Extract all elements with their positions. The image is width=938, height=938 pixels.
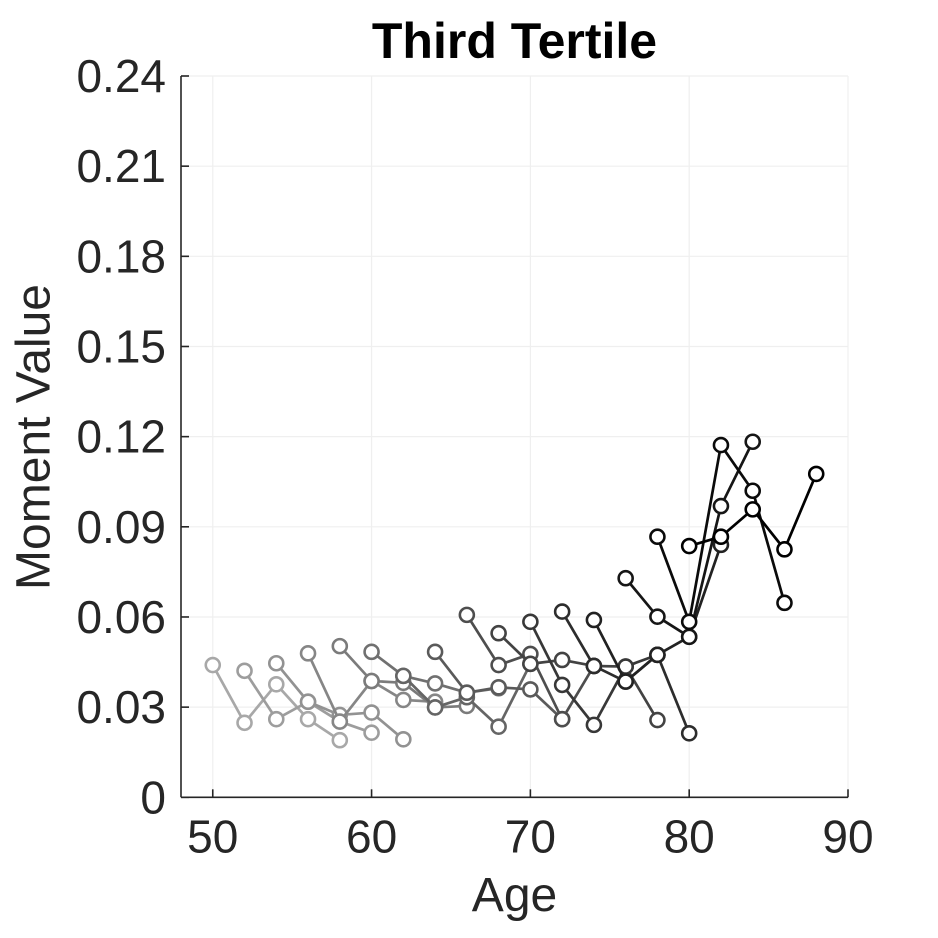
data-point-marker-cohort-78 [712, 436, 730, 454]
data-point-marker-cohort-62 [395, 667, 412, 685]
data-point-marker-cohort-68 [553, 651, 571, 669]
data-point-marker-cohort-64 [490, 679, 507, 696]
x-axis-label: Age [471, 869, 558, 922]
data-point-marker-cohort-60 [363, 643, 380, 661]
y-tick-label: 0.18 [76, 230, 166, 282]
data-point-marker-cohort-76 [744, 433, 762, 451]
data-point-marker-cohort-52 [236, 662, 253, 680]
data-point-marker-cohort-70 [522, 613, 539, 631]
data-point-marker-cohort-68 [649, 711, 666, 729]
data-point-marker-cohort-54 [395, 730, 412, 748]
data-point-marker-cohort-80 [807, 465, 825, 483]
data-point-marker-cohort-50 [267, 675, 285, 693]
data-point-marker-cohort-50 [204, 656, 222, 674]
data-point-marker-cohort-50 [331, 731, 349, 749]
y-axis-label: Moment Value [7, 284, 61, 590]
x-tick-label: 90 [822, 810, 873, 862]
data-point-marker-cohort-64 [426, 643, 444, 661]
data-point-marker-cohort-76 [712, 497, 730, 515]
y-tick-label: 0.12 [76, 411, 166, 463]
data-point-marker-cohort-58 [331, 637, 349, 655]
data-point-marker-cohort-80 [776, 541, 793, 558]
data-point-marker-cohort-80 [712, 528, 730, 546]
data-point-marker-cohort-72 [585, 657, 603, 675]
data-point-marker-cohort-52 [267, 710, 285, 728]
data-point-marker-cohort-70 [553, 676, 571, 694]
data-point-marker-cohort-54 [267, 654, 285, 672]
data-point-marker-cohort-56 [395, 691, 412, 709]
data-point-marker-cohort-66 [490, 656, 507, 674]
data-point-marker-cohort-80 [744, 501, 762, 518]
data-point-marker-cohort-76 [617, 569, 634, 587]
data-point-marker-cohort-76 [680, 628, 698, 646]
data-point-marker-cohort-66 [553, 710, 571, 728]
data-point-marker-cohort-62 [426, 699, 444, 716]
data-point-marker-cohort-68 [490, 624, 507, 642]
y-tick-label: 0.09 [76, 501, 166, 553]
y-tick-label: 0.15 [76, 320, 166, 372]
y-tick-label: 0.24 [76, 50, 166, 102]
data-point-marker-cohort-74 [649, 646, 666, 664]
data-point-marker-cohort-56 [331, 713, 349, 730]
data-point-marker-cohort-78 [680, 613, 698, 631]
data-point-marker-cohort-76 [649, 608, 666, 625]
data-point-marker-cohort-64 [458, 684, 476, 702]
data-point-marker-cohort-54 [299, 693, 317, 711]
y-tick-label: 0.06 [76, 591, 166, 643]
data-point-marker-cohort-80 [680, 537, 698, 555]
data-point-marker-cohort-78 [776, 594, 793, 612]
x-tick-label: 70 [505, 810, 556, 862]
data-point-marker-cohort-52 [363, 724, 380, 741]
data-point-marker-cohort-56 [299, 645, 317, 662]
y-tick-label: 0.03 [76, 681, 166, 733]
data-point-marker-cohort-64 [522, 681, 539, 698]
data-point-marker-cohort-60 [426, 675, 444, 692]
data-point-marker-cohort-72 [553, 603, 571, 620]
data-point-marker-cohort-68 [522, 655, 539, 673]
data-point-marker-cohort-74 [585, 611, 603, 629]
data-point-marker-cohort-58 [363, 672, 380, 690]
data-point-marker-cohort-78 [649, 528, 666, 546]
data-point-marker-cohort-70 [585, 716, 603, 734]
data-point-marker-cohort-50 [236, 714, 253, 732]
data-point-marker-cohort-74 [617, 673, 634, 690]
data-point-marker-cohort-62 [490, 718, 507, 735]
x-tick-label: 60 [346, 810, 397, 862]
data-point-marker-cohort-50 [299, 710, 317, 728]
x-tick-label: 50 [187, 810, 238, 862]
x-tick-label: 80 [664, 810, 715, 862]
data-point-marker-cohort-72 [680, 724, 698, 742]
y-tick-label: 0 [140, 771, 166, 823]
data-point-marker-cohort-54 [363, 704, 380, 721]
data-point-marker-cohort-78 [744, 482, 762, 500]
data-point-marker-cohort-66 [458, 606, 476, 624]
chart-title: Third Tertile [371, 13, 658, 69]
y-tick-label: 0.21 [76, 140, 166, 192]
